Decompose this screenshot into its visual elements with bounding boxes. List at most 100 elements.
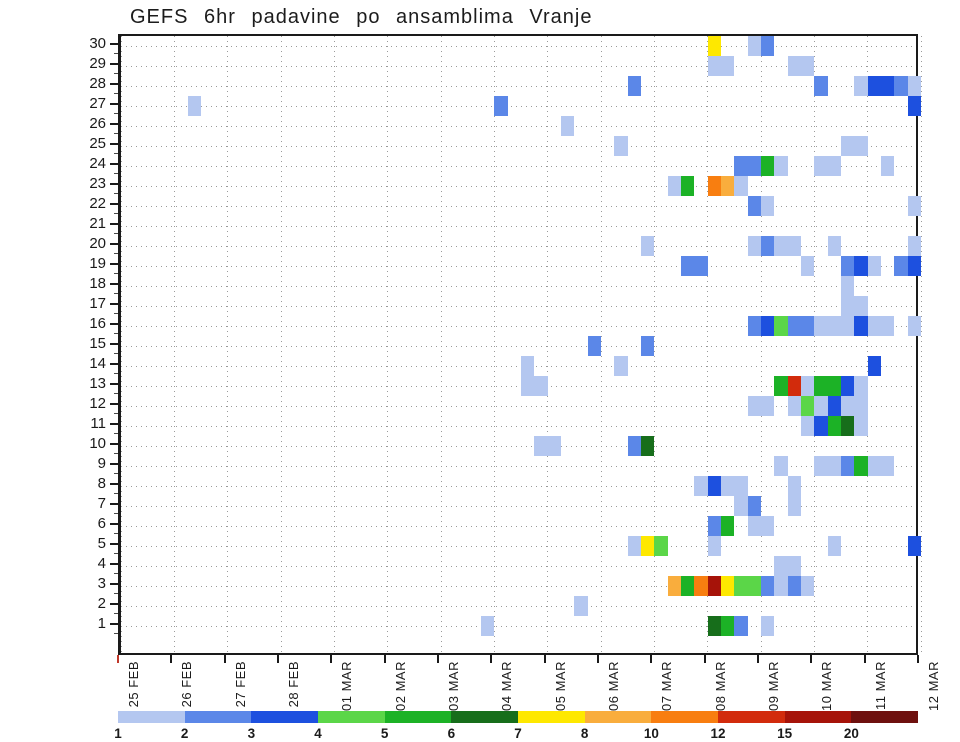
heatmap-cell — [761, 516, 775, 536]
heatmap-cell — [774, 236, 788, 256]
heatmap-cell — [641, 536, 655, 556]
x-axis-label: 03 MAR — [446, 661, 461, 711]
y-axis-tick — [110, 483, 118, 485]
heatmap-cell — [761, 576, 775, 596]
heatmap-cell — [814, 456, 828, 476]
y-axis-minor-tick — [114, 213, 118, 214]
heatmap-cell — [187, 96, 201, 116]
y-axis-label: 27 — [89, 95, 106, 112]
heatmap-cell — [801, 376, 815, 396]
y-axis-label: 28 — [89, 75, 106, 92]
y-axis-minor-tick — [114, 453, 118, 454]
x-axis-label: 02 MAR — [392, 661, 408, 711]
y-axis-minor-tick — [114, 193, 118, 194]
heatmap-cell — [867, 456, 881, 476]
horizontal-gridline — [121, 606, 916, 607]
y-axis-minor-tick — [114, 113, 118, 114]
x-axis-label: 27 FEB — [232, 661, 248, 708]
heatmap-cell — [721, 176, 735, 196]
heatmap-cell — [841, 136, 855, 156]
horizontal-gridline — [121, 546, 916, 547]
x-axis-label: 07 MAR — [659, 661, 675, 711]
heatmap-cell — [854, 396, 868, 416]
heatmap-cell — [734, 476, 748, 496]
vertical-gridline — [600, 36, 602, 653]
heatmap-cell — [774, 576, 788, 596]
x-axis-tick — [490, 655, 493, 663]
heatmap-cell — [774, 156, 788, 176]
horizontal-gridline — [121, 66, 916, 67]
heatmap-cell — [841, 316, 855, 336]
heatmap-cell — [827, 536, 841, 556]
y-axis-tick — [110, 583, 118, 585]
y-axis-tick — [110, 503, 118, 505]
heatmap-cell — [827, 316, 841, 336]
heatmap-cell — [574, 596, 588, 616]
heatmap-cell — [707, 576, 721, 596]
y-axis-minor-tick — [114, 133, 118, 134]
y-axis-minor-tick — [114, 533, 118, 534]
vertical-gridline — [653, 36, 655, 653]
horizontal-gridline — [121, 466, 916, 467]
y-axis-label: 4 — [97, 555, 106, 572]
colorbar-segment — [251, 711, 319, 723]
y-axis-minor-tick — [114, 253, 118, 254]
plot-area — [118, 34, 922, 655]
vertical-gridline — [227, 36, 229, 653]
heatmap-cell — [547, 436, 561, 456]
y-axis-tick — [110, 223, 118, 225]
x-axis-label: 04 MAR — [499, 661, 515, 711]
horizontal-gridline — [121, 566, 916, 567]
heatmap-cell — [907, 256, 921, 276]
heatmap-cell — [707, 616, 721, 636]
heatmap-cell — [641, 236, 655, 256]
x-axis-tick — [330, 655, 333, 663]
heatmap-cell — [734, 176, 748, 196]
vertical-gridline — [867, 36, 869, 653]
heatmap-cell — [881, 156, 895, 176]
horizontal-gridline — [121, 266, 916, 267]
colorbar-segment — [384, 711, 452, 723]
y-axis-label: 26 — [89, 115, 106, 132]
heatmap-cell — [761, 156, 775, 176]
x-axis-tick — [543, 655, 546, 663]
heatmap-cell — [827, 236, 841, 256]
horizontal-gridline — [121, 326, 916, 327]
x-axis-tick — [597, 655, 599, 663]
heatmap-cell — [521, 356, 535, 376]
heatmap-cell — [761, 316, 775, 336]
y-axis-tick — [110, 123, 118, 125]
colorbar-segment — [518, 711, 585, 723]
horizontal-gridline — [121, 186, 916, 187]
heatmap-cell — [721, 56, 735, 76]
y-axis-label: 14 — [89, 355, 106, 372]
horizontal-gridline — [121, 166, 916, 167]
y-axis-label: 3 — [97, 575, 106, 592]
horizontal-gridline — [121, 506, 916, 507]
heatmap-cell — [827, 456, 841, 476]
y-axis-minor-tick — [114, 473, 118, 474]
y-axis-tick — [110, 83, 118, 85]
heatmap-cell — [761, 36, 775, 56]
heatmap-cell — [787, 316, 801, 336]
heatmap-cell — [801, 416, 815, 436]
heatmap-cell — [721, 576, 735, 596]
y-axis-label: 30 — [89, 35, 106, 52]
heatmap-cell — [627, 436, 641, 456]
y-axis-minor-tick — [114, 313, 118, 314]
heatmap-cell — [734, 156, 748, 176]
x-axis-tick — [277, 655, 279, 663]
colorbar-label: 10 — [643, 726, 659, 741]
heatmap-cell — [494, 96, 508, 116]
heatmap-cell — [694, 476, 708, 496]
y-axis-label: 2 — [97, 595, 106, 612]
colorbar-label: 2 — [180, 726, 189, 741]
y-axis-tick — [110, 203, 118, 205]
colorbar-segment — [584, 711, 652, 723]
y-axis-minor-tick — [114, 173, 118, 174]
x-axis-tick — [170, 655, 173, 663]
y-axis-tick — [110, 403, 118, 405]
x-axis-label: 06 MAR — [606, 661, 621, 711]
horizontal-gridline — [121, 206, 916, 207]
